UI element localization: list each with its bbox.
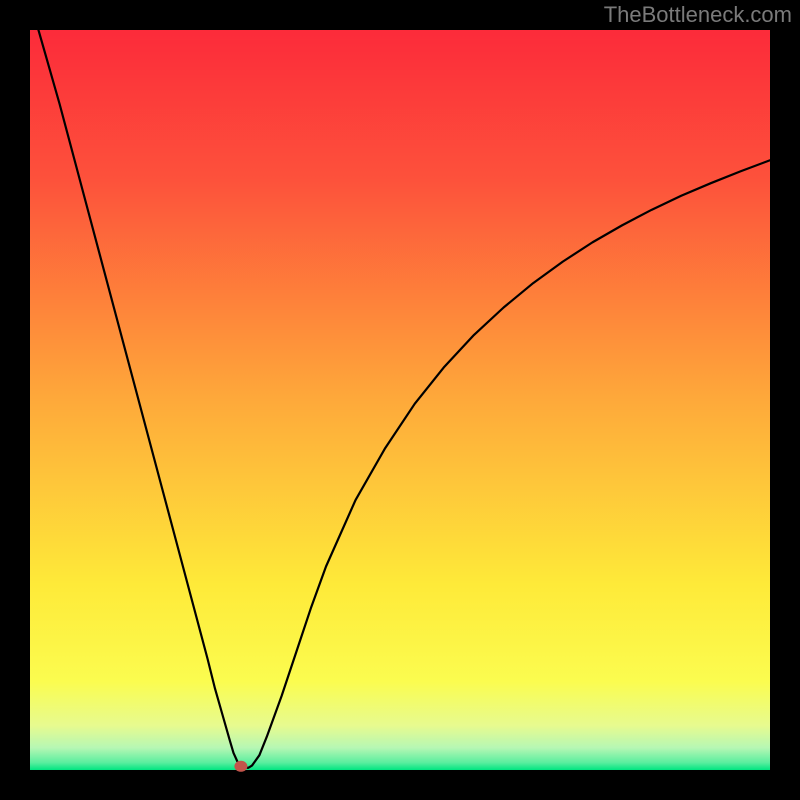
watermark-text: TheBottleneck.com [604,2,792,28]
curve-path [30,0,770,767]
bottleneck-curve [30,30,770,770]
chart-container: TheBottleneck.com [0,0,800,800]
minimum-marker [235,761,247,771]
plot-area [30,30,770,770]
